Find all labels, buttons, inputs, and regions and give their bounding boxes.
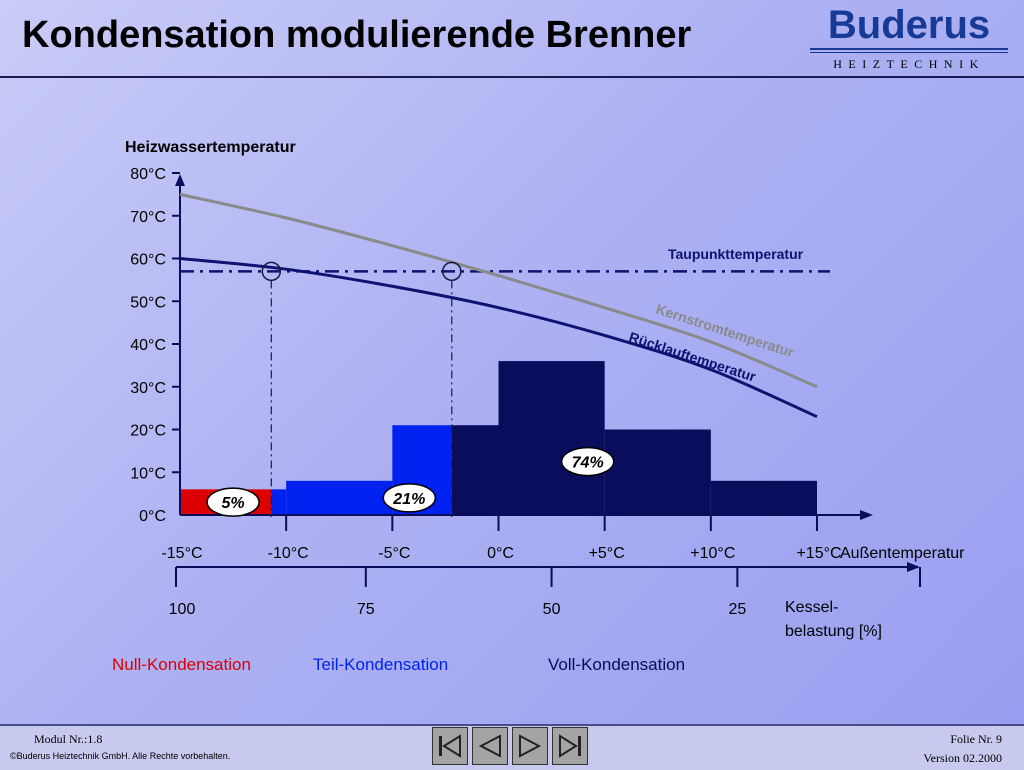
share-callout-2 bbox=[560, 446, 615, 477]
x-tick-label: -10°C bbox=[268, 545, 309, 562]
load-tick-label: 100 bbox=[169, 601, 196, 618]
version-label: Version 02.2000 bbox=[923, 751, 1002, 765]
legend-null: Null-Kondensation bbox=[112, 655, 251, 674]
y-axis-arrow bbox=[175, 174, 185, 186]
legend-teil: Teil-Kondensation bbox=[313, 655, 448, 674]
first-slide-button[interactable] bbox=[432, 727, 468, 765]
bar-voll-6 bbox=[604, 429, 711, 515]
y-tick-label: 60°C bbox=[130, 252, 166, 269]
y-axis-label: Heizwassertemperatur bbox=[125, 139, 296, 156]
load-axis-label-line1: Kessel- bbox=[785, 599, 838, 616]
bar-voll-7 bbox=[710, 480, 817, 515]
skip-last-icon bbox=[559, 734, 581, 758]
condensation-chart: 0°C 10°C 20°C 30°C 40°C 50°C 60°C 70°C 80°C Heizw… bbox=[112, 139, 965, 674]
logo-rule bbox=[810, 48, 1008, 50]
bar-teil-1 bbox=[271, 489, 287, 515]
x-tick-label: 0°C bbox=[487, 545, 514, 562]
copyright-notice: ©Buderus Heiztechnik GmbH. Alle Rechte v… bbox=[10, 751, 231, 761]
y-tick-label: 10°C bbox=[130, 465, 166, 482]
share-callout-0 bbox=[206, 487, 260, 517]
y-tick-label: 50°C bbox=[130, 294, 166, 311]
intersection-marker-1 bbox=[442, 261, 462, 282]
x-axis-label: Außentemperatur bbox=[840, 545, 965, 562]
previous-slide-button[interactable] bbox=[472, 727, 508, 765]
footer-bar: Modul Nr.:1.8 ©Buderus Heiztechnik GmbH.… bbox=[0, 724, 1024, 770]
y-tick-label: 80°C bbox=[130, 166, 166, 183]
y-tick-label: 40°C bbox=[130, 337, 166, 354]
x-tick-label: +5°C bbox=[589, 545, 625, 562]
load-axis-arrow bbox=[907, 562, 920, 572]
load-tick-label: 75 bbox=[357, 601, 375, 618]
y-tick-label: 30°C bbox=[130, 380, 166, 397]
module-number: Modul Nr.:1.8 bbox=[34, 732, 103, 746]
x-tick-label: -5°C bbox=[378, 545, 410, 562]
y-tick-label: 0°C bbox=[139, 508, 166, 525]
load-tick-label: 50 bbox=[543, 601, 561, 618]
share-callout-label-1: 21% bbox=[392, 491, 425, 508]
title-divider bbox=[0, 76, 1024, 78]
next-icon bbox=[519, 734, 542, 758]
y-tick-label: 20°C bbox=[130, 423, 166, 440]
bar-voll-5 bbox=[498, 361, 605, 515]
series-line-1 bbox=[179, 192, 818, 389]
bar-voll-4 bbox=[451, 425, 499, 515]
x-tick-label: +15°C bbox=[796, 545, 841, 562]
load-axis-label-line2: belastung [%] bbox=[785, 623, 882, 640]
legend-voll: Voll-Kondensation bbox=[548, 655, 685, 674]
next-slide-button[interactable] bbox=[512, 727, 548, 765]
y-tick-label: 70°C bbox=[130, 209, 166, 226]
buderus-logo: Buderus HEIZTECHNIK bbox=[808, 4, 1010, 74]
load-tick-label: 25 bbox=[728, 601, 746, 618]
previous-icon bbox=[478, 734, 501, 758]
share-callout-label-2: 74% bbox=[572, 455, 604, 472]
x-axis-arrow bbox=[860, 510, 873, 520]
skip-first-icon bbox=[439, 734, 461, 758]
last-slide-button[interactable] bbox=[552, 727, 588, 765]
logo-rule-thin bbox=[810, 52, 1008, 53]
slide: Kondensation modulierende Brenner Buderu… bbox=[0, 0, 1024, 724]
logo-wordmark: Buderus bbox=[827, 3, 991, 47]
bar-teil-2 bbox=[286, 480, 393, 515]
series-line-2 bbox=[179, 257, 818, 419]
series-label-0: Taupunkttemperatur bbox=[668, 246, 804, 262]
x-tick-label: +10°C bbox=[690, 545, 735, 562]
slide-title: Kondensation modulierende Brenner bbox=[22, 14, 692, 56]
slide-number: Folie Nr. 9 bbox=[950, 732, 1002, 746]
share-callout-1 bbox=[382, 483, 437, 513]
x-tick-label: -15°C bbox=[161, 545, 202, 562]
logo-subtitle: HEIZTECHNIK bbox=[833, 57, 985, 71]
intersection-marker-0 bbox=[261, 261, 282, 282]
share-callout-label-0: 5% bbox=[222, 495, 245, 512]
